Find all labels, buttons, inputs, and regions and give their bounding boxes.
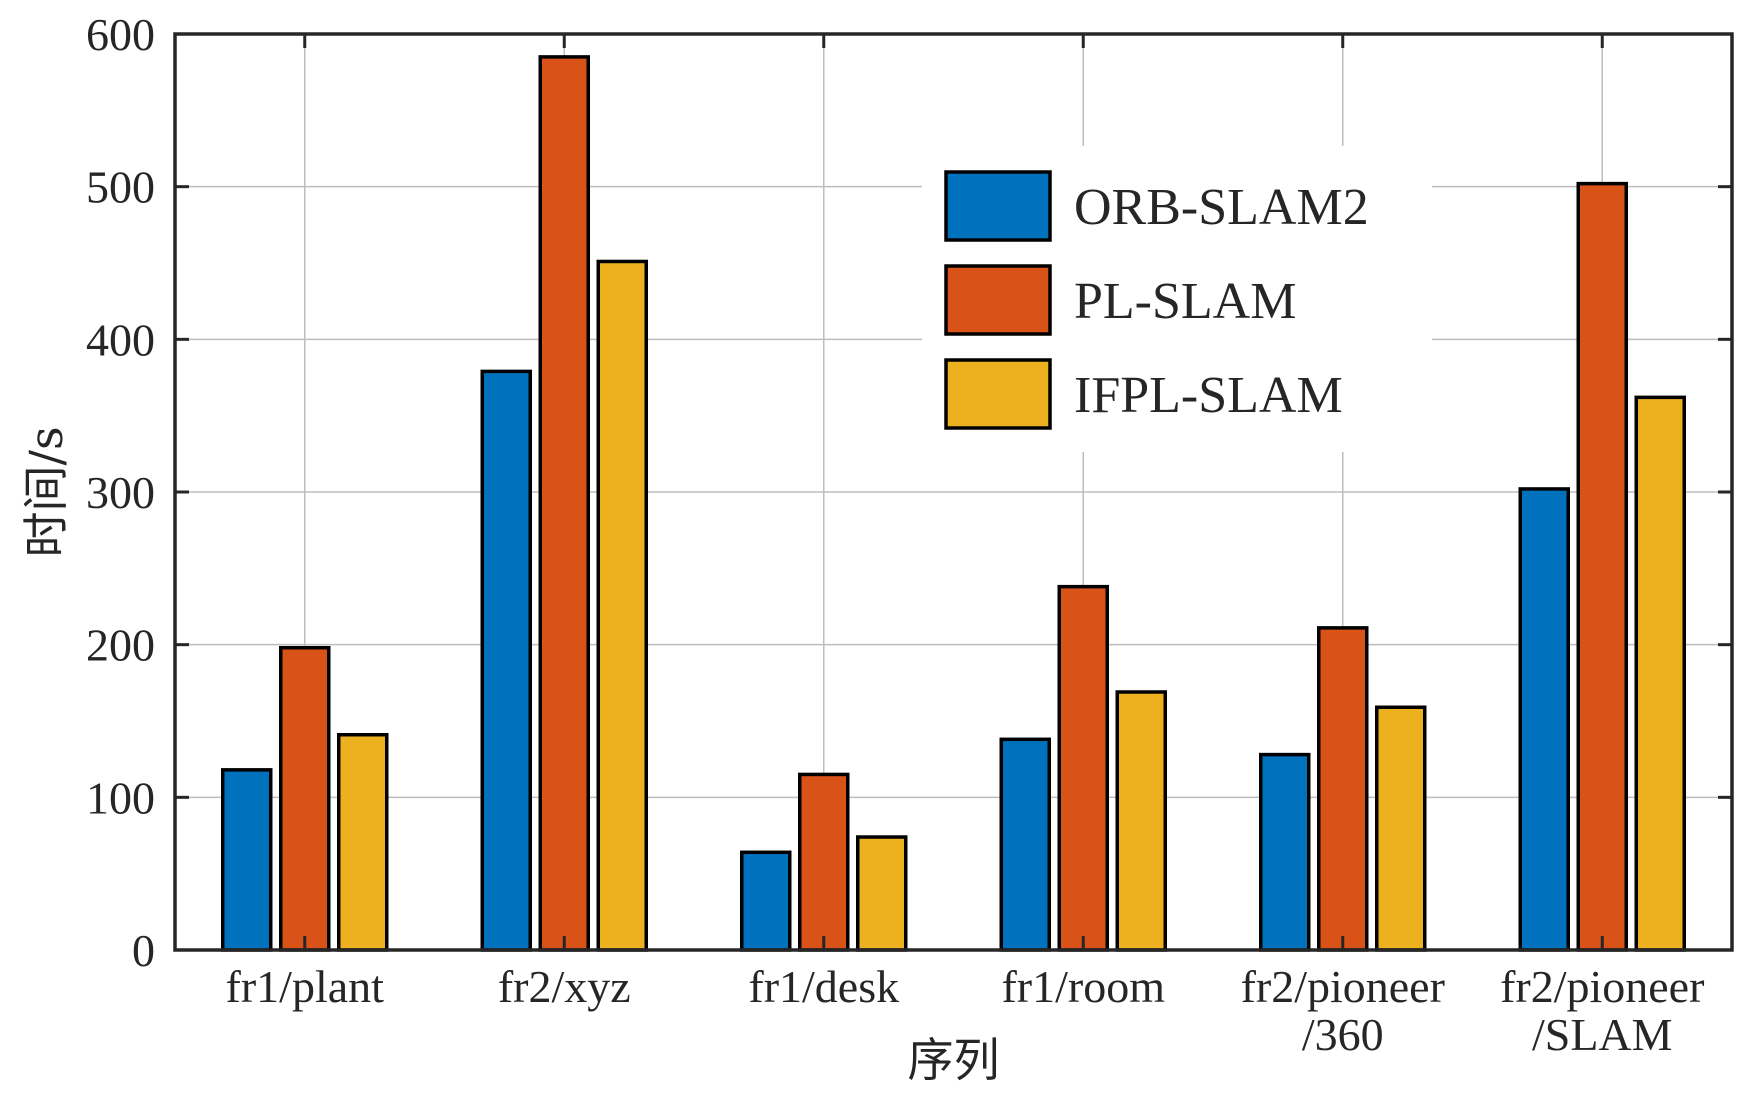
axes	[173, 32, 1734, 952]
bar-orb-slam2-5	[1518, 487, 1570, 952]
bar-orb-slam2-2	[740, 850, 792, 952]
y-tick-label-400: 400	[86, 314, 155, 365]
x-tick-label-3: fr1/room	[1001, 961, 1165, 1012]
bar-orb-slam2-1	[480, 369, 532, 952]
x-axis-title: 序列	[908, 1033, 1000, 1087]
y-tick-label-300: 300	[86, 467, 155, 518]
bar-pl-slam-1	[538, 55, 590, 952]
y-tick-label-500: 500	[86, 162, 155, 213]
bar-pl-slam-3	[1057, 584, 1109, 952]
bar-ifpl-slam-5	[1634, 395, 1686, 952]
bar-ifpl-slam-1	[596, 259, 648, 952]
legend: ORB-SLAM2 PL-SLAM IFPL-SLAM	[922, 146, 1432, 452]
y-tick-label-200: 200	[86, 620, 155, 671]
y-tick-label-100: 100	[86, 772, 155, 823]
x-tick-label-1: fr2/xyz	[498, 961, 631, 1012]
legend-label-ifpl-slam: IFPL-SLAM	[1074, 367, 1343, 424]
bar-ifpl-slam-0	[337, 732, 389, 952]
bar-orb-slam2-3	[999, 737, 1051, 952]
y-tick-label-600: 600	[86, 9, 155, 60]
bar-ifpl-slam-4	[1375, 705, 1427, 952]
legend-swatch-ifpl-slam	[944, 358, 1052, 430]
y-axis-title: 时间/s	[19, 426, 73, 557]
tick-labels: 0 100 200 300 400 500 600 fr1/plant fr2/xyz fr1/d…	[86, 9, 1704, 1060]
bar-pl-slam-0	[279, 645, 331, 952]
bar-pl-slam-5	[1576, 181, 1628, 952]
bar-ifpl-slam-2	[856, 835, 908, 952]
bar-orb-slam2-0	[221, 768, 273, 952]
legend-swatch-pl-slam	[944, 264, 1052, 336]
legend-swatch-orb-slam2	[944, 170, 1052, 242]
bar-pl-slam-2	[798, 772, 850, 952]
y-tick-label-0: 0	[132, 925, 155, 976]
bar-pl-slam-4	[1317, 626, 1369, 952]
x-tick-label-2: fr1/desk	[748, 961, 899, 1012]
x-tick-label-4: fr2/pioneer/360	[1241, 961, 1445, 1060]
legend-label-pl-slam: PL-SLAM	[1074, 273, 1296, 330]
bar-orb-slam2-4	[1259, 752, 1311, 952]
x-tick-label-5: fr2/pioneer/SLAM	[1500, 961, 1704, 1060]
legend-label-orb-slam2: ORB-SLAM2	[1074, 179, 1369, 236]
x-tick-label-0: fr1/plant	[226, 961, 385, 1012]
bar-ifpl-slam-3	[1115, 690, 1167, 952]
